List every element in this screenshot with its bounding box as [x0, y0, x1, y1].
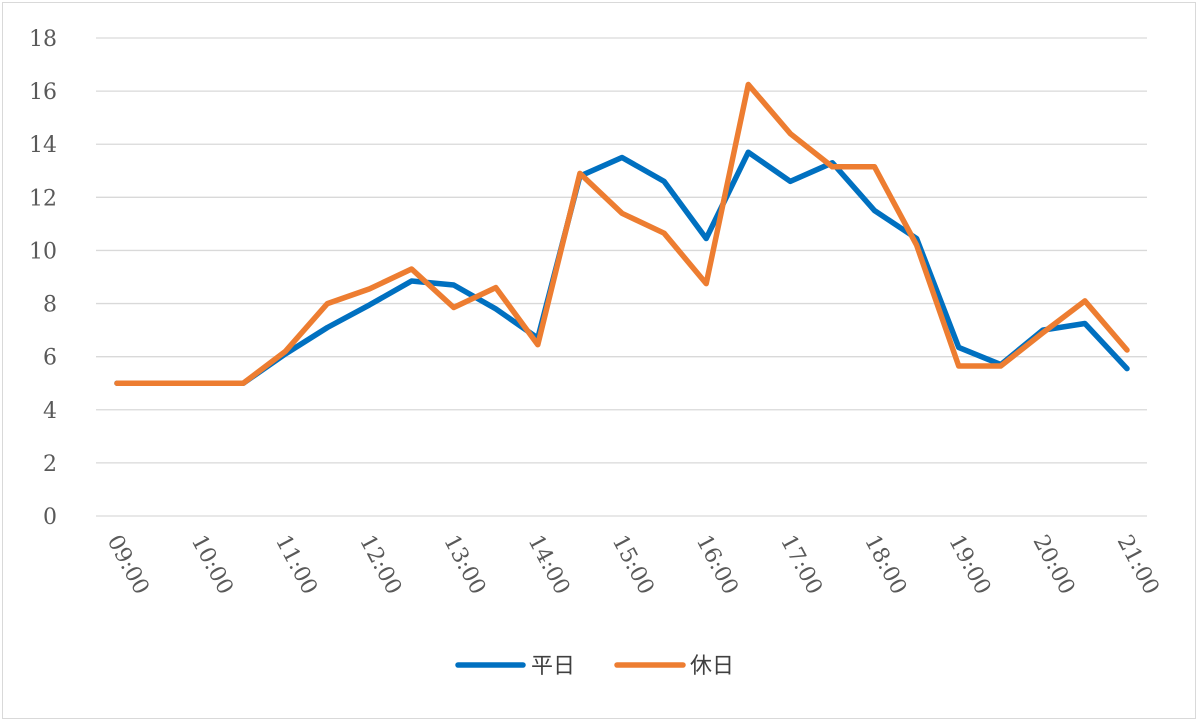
x-tick-label: 12:00: [354, 531, 406, 599]
y-tick-label: 8: [43, 293, 57, 318]
x-tick-label: 15:00: [607, 531, 659, 599]
x-axis-ticks: 09:00 10:00 11:00 12:00 13:00 14:00 15:00 16:00…: [102, 531, 1164, 599]
series-lines: [114, 81, 1130, 386]
y-tick-label: 10: [29, 239, 57, 264]
x-tick-label: 21:00: [1112, 531, 1164, 599]
y-tick-label: 2: [43, 452, 57, 477]
legend: 平日 休日: [455, 654, 734, 679]
legend-label: 休日: [690, 654, 734, 679]
x-tick-label: 18:00: [859, 531, 911, 599]
y-axis-ticks: 0 2 4 6 8 10 12 14 16 18: [29, 27, 57, 530]
y-tick-label: 6: [43, 346, 57, 371]
y-tick-label: 16: [29, 80, 57, 105]
y-tick-label: 14: [29, 133, 57, 158]
series-line-holiday: [114, 81, 1130, 386]
x-tick-label: 09:00: [102, 531, 154, 599]
x-tick-label: 20:00: [1028, 531, 1080, 599]
y-tick-label: 0: [43, 505, 57, 530]
y-tick-label: 18: [29, 27, 57, 52]
gridlines: [96, 37, 1147, 517]
legend-label: 平日: [531, 654, 575, 679]
series-line-weekday: [114, 149, 1130, 386]
x-tick-label: 10:00: [186, 531, 238, 599]
y-tick-label: 12: [29, 186, 57, 211]
x-tick-label: 19:00: [943, 531, 995, 599]
y-tick-label: 4: [43, 399, 57, 424]
x-tick-label: 16:00: [691, 531, 743, 599]
x-tick-label: 17:00: [775, 531, 827, 599]
x-tick-label: 11:00: [270, 531, 322, 599]
x-tick-label: 14:00: [523, 531, 575, 599]
x-tick-label: 13:00: [438, 531, 490, 599]
